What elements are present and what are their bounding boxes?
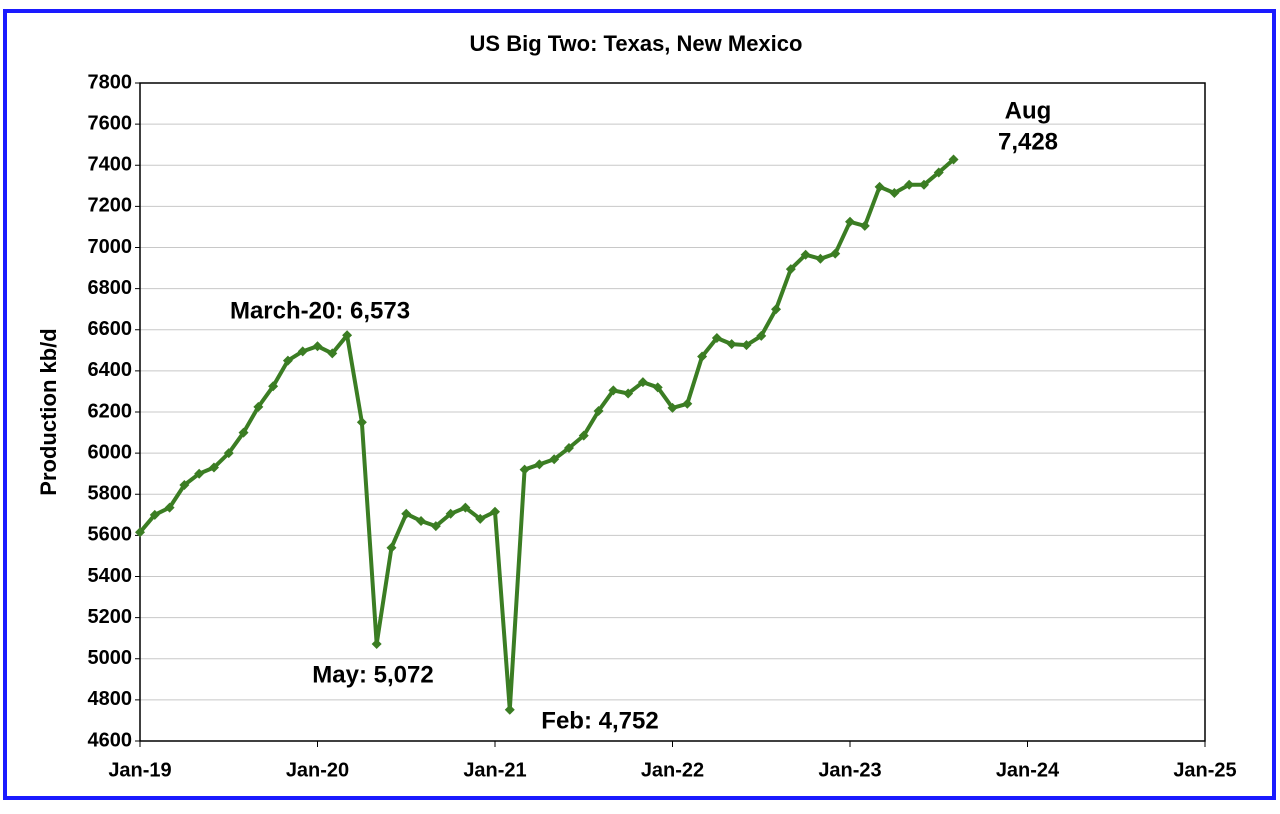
data-point	[179, 479, 190, 490]
annotation: May: 5,072	[312, 661, 433, 688]
x-tick-label: Jan-19	[108, 759, 171, 781]
data-point	[386, 542, 397, 553]
x-tick-label: Jan-24	[996, 759, 1060, 781]
x-tick-label: Jan-22	[641, 759, 704, 781]
y-tick-label: 7200	[88, 195, 133, 217]
y-axis-label: Production kb/d	[36, 328, 61, 495]
y-tick-label: 6000	[88, 441, 133, 463]
data-point	[460, 502, 471, 513]
data-point	[475, 513, 486, 524]
data-point	[312, 341, 323, 352]
data-point	[356, 417, 367, 428]
y-tick-label: 5000	[88, 647, 133, 669]
data-point	[504, 704, 515, 715]
data-point	[785, 264, 796, 275]
data-point	[208, 462, 219, 473]
y-tick-label: 5200	[88, 606, 133, 628]
annotation: 7,428	[998, 128, 1058, 155]
y-tick-label: 6200	[88, 400, 133, 422]
data-point	[623, 388, 634, 399]
data-point	[194, 468, 205, 479]
data-point	[534, 459, 545, 470]
data-point	[859, 220, 870, 231]
x-tick-label: Jan-23	[818, 759, 881, 781]
data-point	[756, 330, 767, 341]
data-point	[371, 638, 382, 649]
data-point	[815, 253, 826, 264]
data-point	[741, 340, 752, 351]
y-tick-label: 7000	[88, 236, 133, 258]
x-tick-label: Jan-21	[463, 759, 526, 781]
y-tick-label: 5400	[88, 565, 133, 587]
data-point	[297, 346, 308, 357]
data-point	[563, 442, 574, 453]
data-point	[933, 167, 944, 178]
data-point	[282, 355, 293, 366]
y-tick-label: 5800	[88, 483, 133, 505]
data-point	[578, 430, 589, 441]
chart-title: US Big Two: Texas, New Mexico	[470, 31, 803, 56]
data-point	[593, 405, 604, 416]
data-point	[149, 509, 160, 520]
data-point	[652, 382, 663, 393]
annotation: Feb: 4,752	[541, 707, 658, 734]
data-point	[519, 464, 530, 475]
annotation: March-20: 6,573	[230, 297, 410, 324]
data-point	[771, 304, 782, 315]
data-point	[164, 502, 175, 513]
data-point	[253, 401, 264, 412]
y-tick-label: 7600	[88, 112, 133, 134]
frame	[3, 9, 1276, 800]
y-tick-label: 4800	[88, 688, 133, 710]
y-tick-label: 6400	[88, 359, 133, 381]
data-point	[904, 179, 915, 190]
data-point	[401, 508, 412, 519]
data-point	[608, 385, 619, 396]
data-point	[830, 248, 841, 259]
data-point	[223, 448, 234, 459]
data-point	[416, 515, 427, 526]
data-point	[667, 402, 678, 413]
data-point	[430, 521, 441, 532]
data-point	[918, 179, 929, 190]
y-tick-label: 5600	[88, 524, 133, 546]
data-point	[845, 216, 855, 227]
data-point	[889, 188, 900, 199]
data-point	[342, 330, 353, 341]
annotation: Aug	[1005, 97, 1052, 124]
data-point	[268, 381, 279, 392]
data-point	[637, 377, 648, 388]
data-point	[948, 154, 959, 165]
data-point	[135, 527, 145, 538]
y-tick-label: 6600	[88, 318, 133, 340]
data-point	[490, 506, 500, 517]
y-tick-label: 7800	[88, 71, 133, 93]
data-point	[726, 339, 737, 350]
data-point	[697, 351, 708, 362]
data-point	[238, 427, 249, 438]
data-point	[549, 454, 560, 465]
data-point	[445, 508, 456, 519]
y-tick-label: 7400	[88, 154, 133, 176]
y-tick-label: 6800	[88, 277, 133, 299]
x-tick-label: Jan-25	[1173, 759, 1236, 781]
data-point	[711, 332, 722, 343]
y-tick-label: 4600	[88, 729, 133, 751]
x-tick-label: Jan-20	[286, 759, 349, 781]
data-point	[800, 249, 811, 260]
data-point	[874, 181, 885, 192]
data-point	[682, 398, 693, 409]
data-point	[327, 348, 338, 359]
